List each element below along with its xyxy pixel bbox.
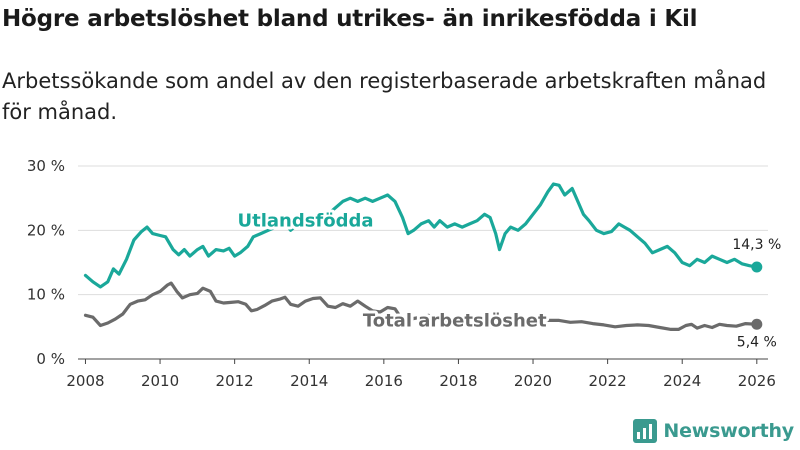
x-tick-label: 2022: [589, 372, 627, 390]
chart-title: Högre arbetslöshet bland utrikes- än inr…: [2, 6, 698, 32]
x-tick-label: 2026: [738, 372, 776, 390]
y-tick-label: 20 %: [27, 221, 65, 239]
x-tick-label: 2010: [141, 372, 179, 390]
x-tick-label: 2014: [290, 372, 328, 390]
x-tick-label: 2018: [439, 372, 477, 390]
brand-name: Newsworthy: [663, 420, 794, 442]
series-line-utlandsfodda: [83, 182, 759, 289]
x-tick-label: 2024: [663, 372, 701, 390]
y-tick-label: 10 %: [27, 286, 65, 304]
series-label-utlandsfodda: Utlandsfödda: [237, 211, 373, 232]
series-label-total: Total arbetslöshet: [363, 310, 547, 331]
chart-subtitle: Arbetssökande som andel av den registerb…: [2, 69, 767, 124]
y-tick-label: 30 %: [27, 157, 65, 175]
newsworthy-bar-icon: [633, 419, 658, 443]
x-tick-label: 2020: [514, 372, 552, 390]
end-point-total: [751, 318, 763, 330]
end-label-utlandsfodda: 14,3 %: [732, 237, 781, 253]
x-tick-label: 2008: [66, 372, 104, 390]
y-tick-label: 0 %: [36, 350, 65, 368]
series-line-total: [83, 281, 759, 331]
end-point-utlandsfodda: [751, 261, 763, 273]
x-tick-label: 2016: [365, 372, 403, 390]
x-tick-label: 2012: [216, 372, 254, 390]
newsworthy-logo: Newsworthy: [633, 419, 794, 443]
end-label-total: 5,4 %: [737, 334, 777, 350]
